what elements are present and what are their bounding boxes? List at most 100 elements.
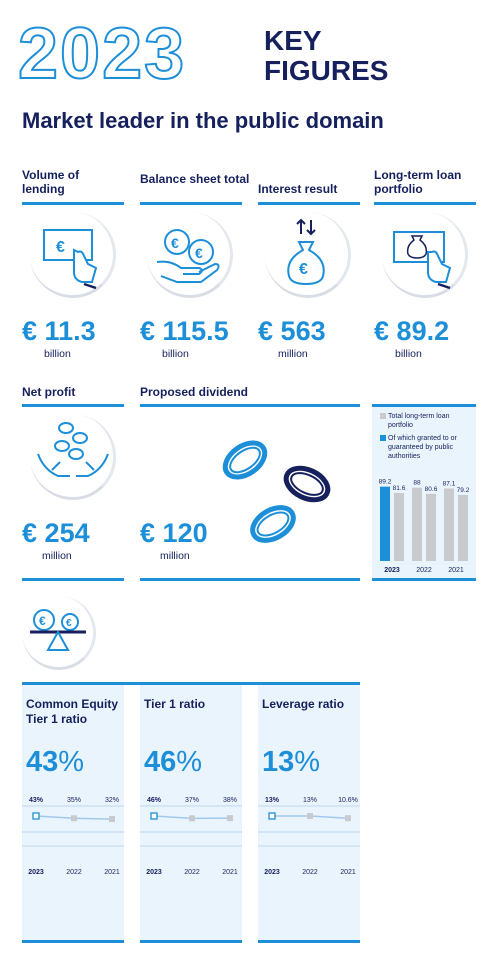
key-figures-title: KEY FIGURES [264,26,388,86]
legend-swatch-public [380,435,386,441]
kpi-divider [372,404,476,407]
bar-category-2021: 2021 [448,567,464,574]
kpi-value-balance: € 115.5 [140,316,229,347]
title-line-1: KEY [264,25,322,56]
kpi-value-lending: € 11.3 [22,316,96,347]
kpi-divider [22,940,124,943]
point-2021 [345,815,351,822]
ratio-value-leverage: 13% [262,746,320,779]
bar-public-2021 [458,495,468,561]
kpi-divider [258,202,360,205]
kpi-unit-dividend: million [160,550,190,562]
value-label-2021: 10.6% [338,797,358,804]
point-2022 [307,813,313,819]
ratio-title-cet1: Common Equity Tier 1 ratio [26,697,118,726]
ratio-unit: % [58,746,85,778]
svg-text:€: € [56,239,65,256]
loan-portfolio-chart: Total long-term loan portfolio Of which … [372,407,476,578]
bar-total-2021 [444,488,454,561]
value-label-2022: 13% [303,797,317,804]
legend-label-public: Of which granted to or guaranteed by pub… [388,435,457,460]
kpi-divider [140,578,360,581]
cet1-line-chart: 43% 2023 35% 2022 32% 2021 [22,797,124,876]
legend-swatch-total [380,413,386,419]
bar-total-2022 [412,487,422,561]
kpi-divider [372,578,476,581]
value-label-2023: 13% [265,797,280,804]
kpi-number: 89.2 [396,316,450,346]
kpi-unit-interest: million [278,348,308,360]
kpi-divider [22,202,124,205]
category-label-2021: 2021 [340,869,356,876]
value-label-2022: 37% [185,797,199,804]
kpi-divider [258,940,360,943]
money-bag-note-hand-icon [382,212,468,298]
ratio-top-divider [22,682,360,685]
currency-symbol: € [374,316,390,346]
falling-coins-hands-icon [30,414,116,500]
money-bag-icon: € [265,212,351,298]
value-label-2022: 35% [67,797,81,804]
currency-symbol: € [140,518,156,548]
kpi-label-balance: Balance sheet total [140,172,250,186]
bar-label-total-2023: 89.2 [379,479,392,486]
ratio-value-cet1: 43% [26,746,84,779]
svg-text:€: € [299,261,308,278]
bar-chart-svg: 89.281.6 2023 88 80.6 2022 87.179.2 2021 [379,479,470,574]
category-label-2022: 2022 [66,869,82,876]
category-label-2023: 2023 [146,869,162,876]
point-2023 [268,812,276,820]
bar-label-public-2022: 80.6 [425,486,438,493]
currency-symbol: € [258,316,274,346]
kpi-divider [140,940,242,943]
ratio-title-tier1: Tier 1 ratio [144,697,206,711]
point-2021 [227,815,233,822]
legend-label-total: Total long-term loan portfolio [388,413,450,429]
coins-icon [215,420,345,565]
ratio-unit: % [294,746,321,778]
kpi-unit-balance: billion [162,348,189,360]
ratio-title-leverage: Leverage ratio [262,697,345,711]
value-label-2023: 46% [147,797,162,804]
bar-total-2023 [380,486,390,561]
category-label-2023: 2023 [264,869,280,876]
kpi-value-dividend: € 120 [140,518,208,549]
leverage-line-chart: 13% 2023 13% 2022 10.6% 2021 [258,797,360,876]
ratio-unit: % [176,746,203,778]
point-2022 [71,815,77,822]
kpi-divider [22,578,124,581]
svg-text:€: € [66,618,72,629]
kpi-number: 115.5 [162,316,229,346]
kpi-divider [22,404,124,407]
bar-public-2022 [426,493,436,561]
kpi-number: 563 [280,316,326,346]
kpi-label-interest: Interest result [258,182,338,196]
kpi-label-dividend: Proposed dividend [140,385,249,399]
bar-label-total-2021: 87.1 [443,480,456,487]
kpi-value-portfolio: € 89.2 [374,316,449,347]
kpi-unit-portfolio: billion [395,348,422,360]
kpi-number: 11.3 [44,316,96,346]
category-label-2022: 2022 [184,869,200,876]
point-2023 [32,812,40,820]
tier1-line-chart: 46% 2023 37% 2022 38% 2021 [140,797,242,876]
ratio-value-tier1: 46% [144,746,202,779]
kpi-divider [374,202,476,205]
point-2021 [109,816,115,823]
value-label-2021: 32% [105,797,119,804]
kpi-label-portfolio: Long-term loan portfolio [374,168,462,196]
value-label-2021: 38% [223,797,237,804]
bar-category-2022: 2022 [416,567,432,574]
coins-hand-icon: € € [147,212,233,298]
kpi-unit-net-profit: million [42,550,72,562]
kpi-unit-lending: billion [44,348,71,360]
page-subtitle: Market leader in the public domain [22,108,384,133]
bar-category-2023: 2023 [384,567,400,574]
ratio-number: 43 [26,746,59,778]
value-label-2023: 43% [29,797,44,804]
currency-symbol: € [140,316,156,346]
svg-text:€: € [171,235,179,251]
currency-symbol: € [22,518,38,548]
kpi-number: 120 [162,518,208,548]
point-2022 [189,815,195,822]
